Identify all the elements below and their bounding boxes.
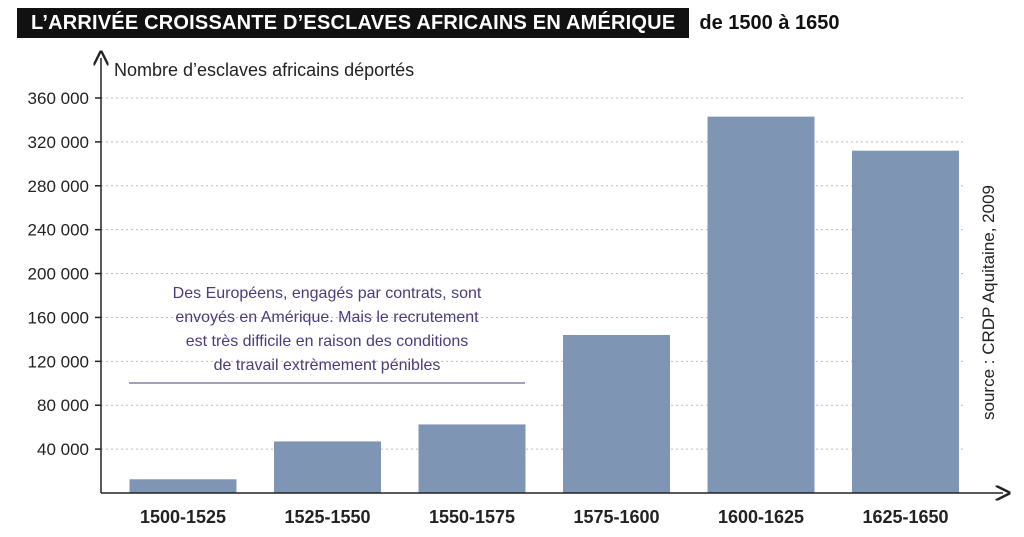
x-tick-label: 1550-1575 xyxy=(429,507,515,527)
title-date-range: de 1500 à 1650 xyxy=(699,12,840,34)
y-tick-label: 360 000 xyxy=(28,89,89,108)
chart-title: L’ARRIVÉE CROISSANTE D’ESCLAVES AFRICAIN… xyxy=(17,8,840,38)
annotation: Des Européens, engagés par contrats, son… xyxy=(129,285,525,384)
x-tick-label: 1625-1650 xyxy=(862,507,948,527)
x-axis-labels: 1500-1525 1525-1550 1550-1575 1575-1600 1600… xyxy=(140,507,949,527)
bars xyxy=(129,116,959,494)
bar-1500-1525 xyxy=(129,479,237,493)
source-credit: source : CRDP Aquitaine, 2009 xyxy=(979,185,998,420)
annotation-line-1: Des Européens, engagés par contrats, son… xyxy=(173,285,482,302)
x-tick-label: 1575-1600 xyxy=(573,507,659,527)
title-highlighted: L’ARRIVÉE CROISSANTE D’ESCLAVES AFRICAIN… xyxy=(17,8,690,38)
annotation-line-2: envoyés en Amérique. Mais le recrutement xyxy=(175,309,479,326)
bar-1550-1575 xyxy=(418,424,526,493)
bar-1525-1550 xyxy=(274,441,381,493)
y-axis-label: Nombre d’esclaves africains déportés xyxy=(114,60,414,80)
y-tick-label: 120 000 xyxy=(28,352,89,371)
y-tick-label: 320 000 xyxy=(28,133,89,152)
y-tick-label: 80 000 xyxy=(37,396,89,415)
y-tick-label: 160 000 xyxy=(28,308,89,327)
x-tick-label: 1500-1525 xyxy=(140,507,226,527)
y-axis-ticks: 40 000 80 000 120 000 160 000 200 000 240 000… xyxy=(28,89,101,459)
annotation-line-4: de travail extrèmement pénibles xyxy=(214,357,441,374)
bar-1575-1600 xyxy=(563,335,670,493)
bar-1625-1650 xyxy=(852,150,959,493)
bar-1600-1625 xyxy=(707,116,815,494)
y-tick-label: 280 000 xyxy=(28,177,89,196)
annotation-line-3: est très difficile en raison des conditi… xyxy=(186,333,469,350)
gridlines xyxy=(101,97,965,450)
x-tick-label: 1600-1625 xyxy=(718,507,804,527)
y-tick-label: 200 000 xyxy=(28,265,89,284)
y-tick-label: 40 000 xyxy=(37,440,89,459)
x-tick-label: 1525-1550 xyxy=(284,507,370,527)
y-tick-label: 240 000 xyxy=(28,221,89,240)
